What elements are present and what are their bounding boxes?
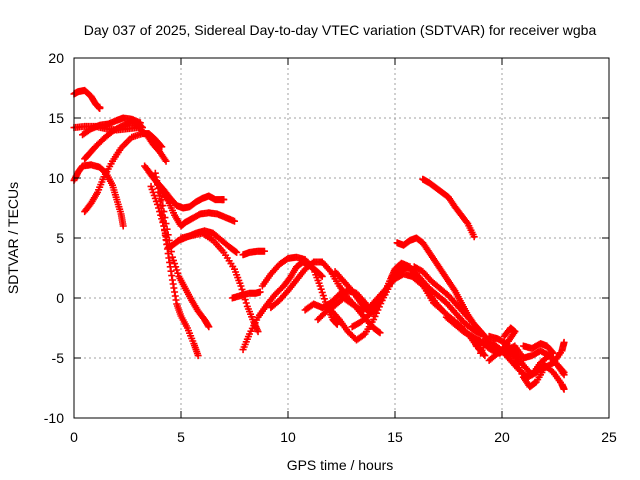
data-point bbox=[205, 323, 213, 331]
data-point bbox=[163, 225, 171, 233]
series-trace-30 bbox=[500, 324, 519, 340]
series-trace-16 bbox=[258, 253, 341, 328]
data-points bbox=[70, 86, 568, 393]
data-point bbox=[517, 367, 525, 375]
data-point bbox=[371, 312, 379, 320]
data-point bbox=[174, 269, 182, 277]
data-point bbox=[157, 190, 165, 198]
data-point bbox=[166, 242, 174, 250]
data-point bbox=[560, 385, 568, 393]
y-tick-label: 15 bbox=[48, 110, 64, 126]
data-point bbox=[158, 196, 166, 204]
data-point bbox=[119, 222, 127, 230]
data-point bbox=[318, 272, 326, 280]
x-axis-label: GPS time / hours bbox=[287, 457, 394, 473]
data-point bbox=[515, 364, 523, 372]
series-trace-03 bbox=[70, 161, 127, 230]
series-trace-12 bbox=[177, 229, 262, 336]
data-point bbox=[173, 266, 181, 274]
series-trace-11 bbox=[156, 184, 213, 331]
data-point bbox=[164, 231, 172, 239]
chart-title: Day 037 of 2025, Sidereal Day-to-day VTE… bbox=[84, 22, 597, 38]
data-point bbox=[165, 236, 173, 244]
data-point bbox=[160, 208, 168, 216]
x-tick-label: 20 bbox=[494, 429, 510, 445]
y-tick-labels: -10 -5 0 5 10 15 20 bbox=[44, 50, 64, 426]
data-point bbox=[560, 338, 568, 346]
data-point bbox=[256, 288, 264, 296]
y-tick-label: 5 bbox=[56, 230, 64, 246]
data-point bbox=[96, 103, 104, 111]
data-point bbox=[470, 233, 478, 241]
data-point bbox=[220, 196, 228, 204]
data-point bbox=[549, 349, 557, 357]
data-point bbox=[376, 329, 384, 337]
series-trace-31 bbox=[519, 340, 557, 357]
data-point bbox=[463, 218, 471, 226]
data-point bbox=[316, 282, 324, 290]
data-point bbox=[157, 142, 165, 150]
data-point bbox=[168, 253, 176, 261]
series-trace-13 bbox=[228, 288, 264, 302]
series-trace-08 bbox=[145, 168, 238, 230]
data-point bbox=[481, 352, 489, 360]
x-tick-label: 10 bbox=[280, 429, 296, 445]
data-point bbox=[170, 256, 178, 264]
data-point bbox=[318, 288, 326, 296]
y-tick-label: -5 bbox=[52, 350, 65, 366]
data-point bbox=[162, 220, 170, 228]
data-point bbox=[317, 285, 325, 293]
x-tick-label: 25 bbox=[601, 429, 617, 445]
data-point bbox=[158, 143, 166, 151]
data-point bbox=[548, 348, 556, 356]
data-point bbox=[254, 328, 262, 336]
y-axis-label: SDTVAR / TECUs bbox=[5, 182, 21, 294]
data-point bbox=[161, 214, 169, 222]
data-point bbox=[242, 299, 250, 307]
y-tick-label: -10 bbox=[44, 410, 64, 426]
data-point bbox=[162, 157, 170, 165]
data-point bbox=[194, 352, 202, 360]
series-trace-14 bbox=[239, 247, 268, 259]
x-tick-labels: 0 5 10 15 20 25 bbox=[70, 429, 617, 445]
y-tick-label: 20 bbox=[48, 50, 64, 66]
data-point bbox=[319, 292, 327, 300]
data-point bbox=[231, 217, 238, 225]
x-tick-label: 15 bbox=[387, 429, 403, 445]
data-point bbox=[233, 248, 241, 256]
series-trace-01 bbox=[70, 86, 104, 112]
data-point bbox=[237, 282, 245, 290]
tick-marks bbox=[73, 57, 610, 419]
data-point bbox=[138, 124, 146, 132]
series-trace-05 bbox=[79, 114, 144, 139]
series-trace-06 bbox=[81, 130, 166, 216]
data-point bbox=[167, 248, 175, 256]
x-tick-label: 5 bbox=[177, 429, 185, 445]
data-point bbox=[260, 247, 268, 255]
data-point bbox=[172, 263, 180, 271]
data-point bbox=[320, 295, 328, 303]
data-point bbox=[136, 119, 144, 127]
data-point bbox=[518, 370, 526, 378]
data-point bbox=[156, 184, 164, 192]
data-point bbox=[171, 260, 179, 268]
data-point bbox=[159, 202, 167, 210]
y-tick-label: 0 bbox=[56, 290, 64, 306]
series-trace-24 bbox=[419, 175, 478, 241]
y-tick-label: 10 bbox=[48, 170, 64, 186]
x-tick-label: 0 bbox=[70, 429, 78, 445]
data-point bbox=[560, 368, 568, 376]
data-point bbox=[480, 350, 488, 358]
data-point bbox=[559, 367, 567, 375]
data-point bbox=[370, 316, 378, 324]
series-trace-29 bbox=[477, 332, 568, 379]
data-point bbox=[511, 328, 519, 336]
